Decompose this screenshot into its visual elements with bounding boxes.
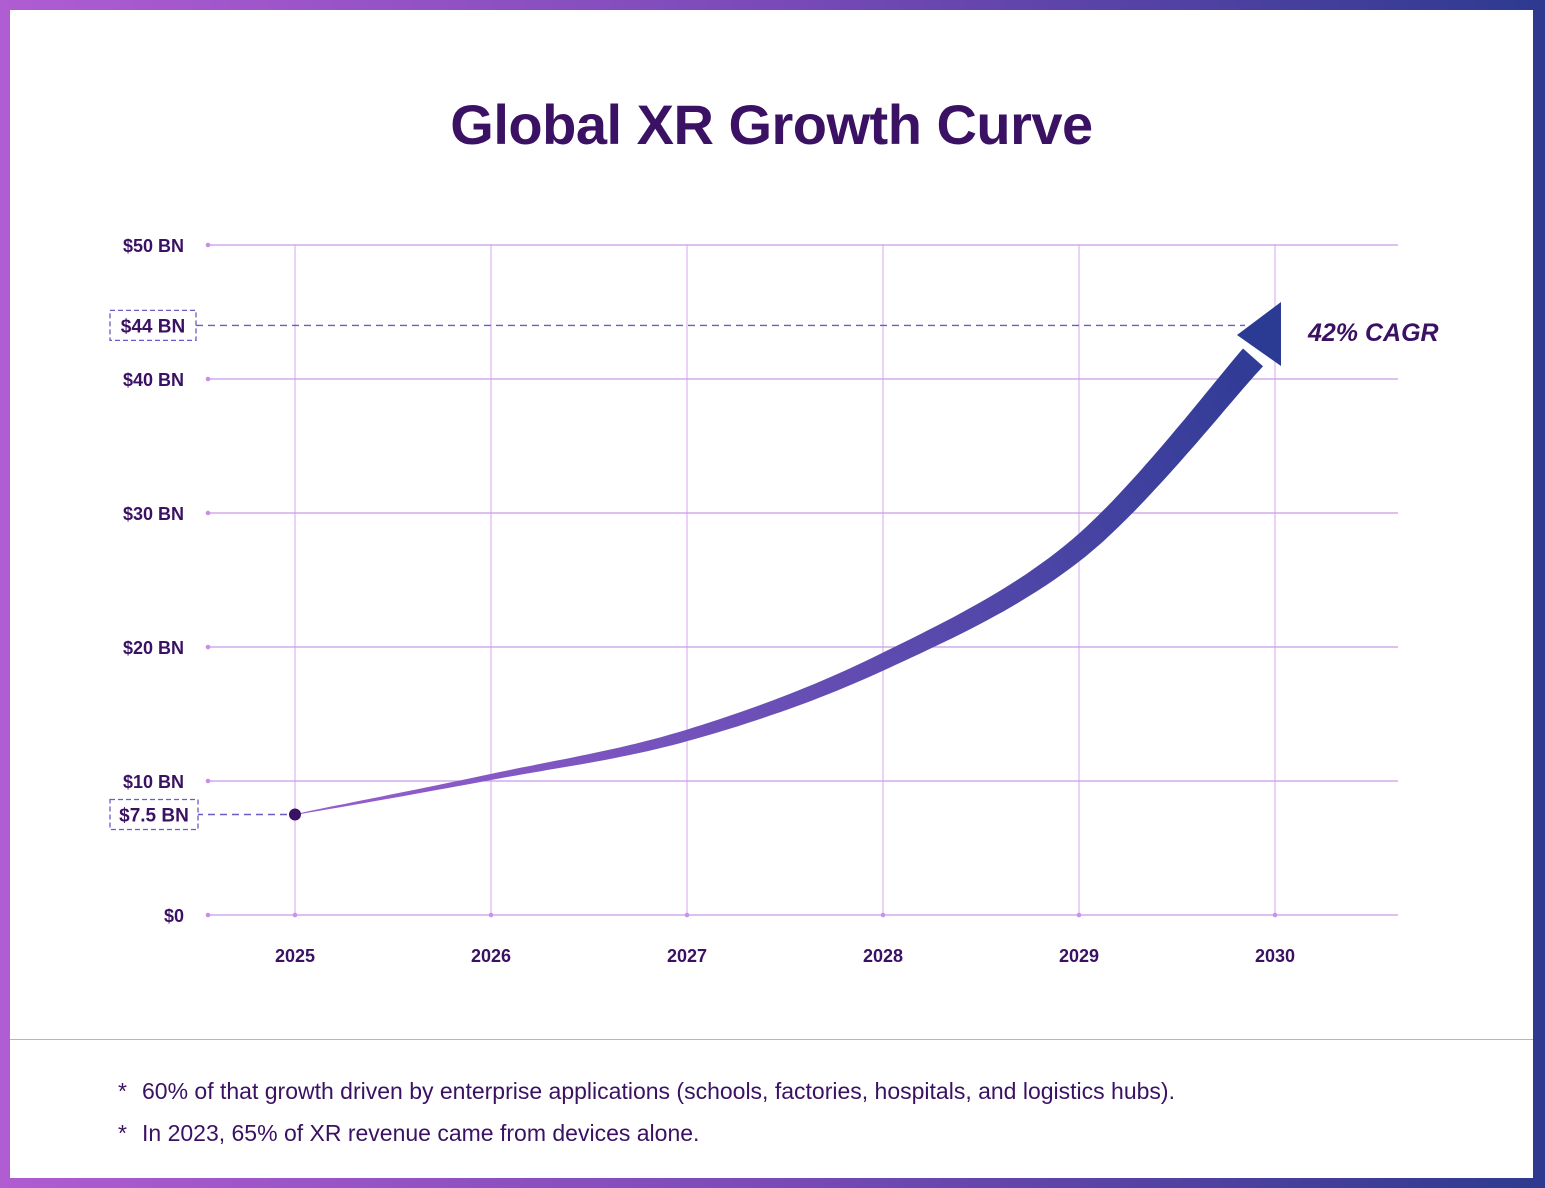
- x-tick-label: 2030: [1255, 946, 1295, 966]
- highlight-label: $7.5 BN: [119, 806, 189, 827]
- footnote-text: In 2023, 65% of XR revenue came from dev…: [142, 1120, 700, 1146]
- y-tick-dot: [205, 376, 211, 382]
- footnotes: * 60% of that growth driven by enterprise…: [118, 1070, 1175, 1154]
- y-axis: $0 $10 BN $20 BN $30 BN $40 BN $50 BN: [123, 236, 184, 926]
- x-tick-label: 2028: [863, 946, 903, 966]
- growth-arrow-body: [294, 348, 1263, 815]
- series: 42% CAGR: [289, 302, 1439, 821]
- y-tick-label: $50 BN: [123, 236, 184, 256]
- cagr-annotation: 42% CAGR: [1307, 319, 1439, 347]
- footnote: * In 2023, 65% of XR revenue came from de…: [118, 1112, 1175, 1154]
- highlight-label-box: [109, 309, 197, 342]
- y-tick-dot: [205, 242, 211, 248]
- y-tick-label: $10 BN: [123, 772, 184, 792]
- growth-arrow-head: [1237, 302, 1281, 366]
- highlight-label: $44 BN: [121, 316, 185, 337]
- y-tick-dot: [205, 778, 211, 784]
- infographic-card: Global XR Growth Curve $44 BN $7.5 BN $0 $…: [10, 10, 1533, 1178]
- y-tick-label: $0: [164, 906, 184, 926]
- footnote-text: 60% of that growth driven by enterprise …: [142, 1078, 1175, 1104]
- footnote-marker: *: [118, 1120, 127, 1146]
- divider: [10, 1039, 1533, 1040]
- x-tick-label: 2029: [1059, 946, 1099, 966]
- y-tick-dot: [205, 644, 211, 650]
- start-point: [289, 808, 301, 821]
- x-axis: 2025 2026 2027 2028 2029 2030: [275, 946, 1295, 966]
- footnote-marker: *: [118, 1078, 127, 1104]
- y-tick-label: $20 BN: [123, 638, 184, 658]
- highlight-label-box: [109, 798, 199, 831]
- footnote: * 60% of that growth driven by enterprise…: [118, 1070, 1175, 1112]
- grid: [205, 242, 1398, 918]
- y-tick-dot: [205, 912, 211, 918]
- x-tick-label: 2027: [667, 946, 707, 966]
- reference-lines: $44 BN $7.5 BN: [109, 309, 1245, 831]
- chart-title: Global XR Growth Curve: [450, 93, 1093, 156]
- y-tick-dot: [205, 510, 211, 516]
- growth-chart: $44 BN $7.5 BN $0 $10 BN $20 BN $30 BN $40 BN…: [109, 236, 1439, 966]
- x-tick-label: 2025: [275, 946, 315, 966]
- x-tick-label: 2026: [471, 946, 511, 966]
- y-tick-label: $30 BN: [123, 504, 184, 524]
- y-tick-label: $40 BN: [123, 370, 184, 390]
